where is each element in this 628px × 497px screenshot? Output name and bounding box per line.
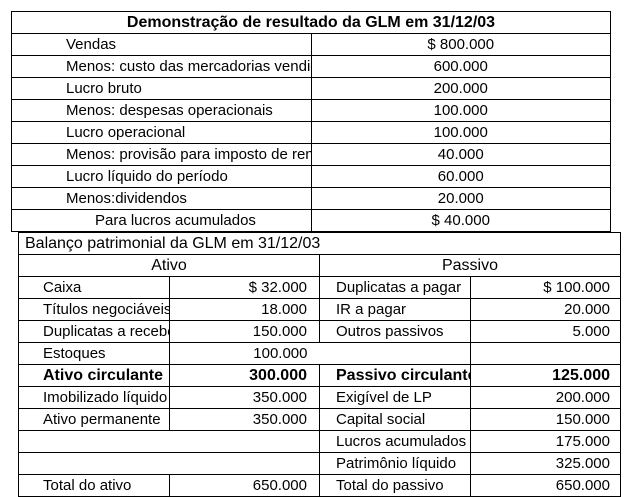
liability-line-value: 20.000 xyxy=(469,298,621,321)
asset-line-value xyxy=(169,430,320,453)
asset-line-label: Imobilizado líquido xyxy=(18,386,170,409)
balance-sheet-row: Duplicatas a receber 150.000 Outros passiv… xyxy=(18,320,621,343)
income-statement-row: Vendas $ 800.000 xyxy=(11,33,611,56)
balance-sheet-row: Imobilizado líquido 350.000 Exigível de LP… xyxy=(18,386,621,409)
liability-line-value: $ 100.000 xyxy=(469,276,621,299)
asset-line-label: Estoques xyxy=(18,342,170,365)
asset-line-value: 350.000 xyxy=(168,408,320,431)
balance-sheet-row: Caixa $ 32.000 Duplicatas a pagar $ 100.000 xyxy=(18,276,621,299)
income-statement-row: Menos: provisão para imposto de renda 40.… xyxy=(11,143,611,166)
income-statement-row: Lucro operacional 100.000 xyxy=(11,121,611,144)
income-statement-line-value: 600.000 xyxy=(310,55,611,78)
income-statement-line-value: 20.000 xyxy=(310,187,611,210)
asset-line-label: Ativo permanente xyxy=(18,408,170,431)
asset-line-label xyxy=(18,430,169,453)
liability-line-label: Patrimônio líquido xyxy=(319,452,471,475)
asset-line-value: $ 32.000 xyxy=(168,276,320,299)
asset-line-label: Títulos negociáveis xyxy=(18,298,170,321)
balance-sheet-title-row: Balanço patrimonial da GLM em 31/12/03 xyxy=(18,232,621,255)
liability-line-label: IR a pagar xyxy=(319,298,471,321)
income-statement-line-value: 40.000 xyxy=(310,143,611,166)
asset-line-value: 150.000 xyxy=(168,320,320,343)
balance-sheet-table: Balanço patrimonial da GLM em 31/12/03 At… xyxy=(18,232,621,497)
income-statement-row: Menos:dividendos 20.000 xyxy=(11,187,611,210)
balance-sheet-row: Títulos negociáveis 18.000 IR a pagar 20.00… xyxy=(18,298,621,321)
income-statement-line-label: Menos: despesas operacionais xyxy=(11,99,312,122)
income-statement-row: Lucro bruto 200.000 xyxy=(11,77,611,100)
liability-line-value: 325.000 xyxy=(469,452,621,475)
income-statement-row: Para lucros acumulados $ 40.000 xyxy=(11,209,611,232)
income-statement-line-value: 100.000 xyxy=(310,121,611,144)
income-statement-line-value: $ 800.000 xyxy=(310,33,611,56)
balance-sheet-title: Balanço patrimonial da GLM em 31/12/03 xyxy=(18,232,621,255)
asset-line-label: Caixa xyxy=(18,276,170,299)
liability-line-value: 175.000 xyxy=(469,430,621,453)
liabilities-column-header: Passivo xyxy=(319,254,621,277)
balance-sheet-row: Ativo circulante 300.000 Passivo circulant… xyxy=(18,364,621,387)
liability-line-value: 200.000 xyxy=(469,386,621,409)
liability-line-label: Exigível de LP xyxy=(319,386,471,409)
income-statement-row: Menos: despesas operacionais 100.000 xyxy=(11,99,611,122)
assets-column-header: Ativo xyxy=(18,254,320,277)
income-statement-row: Menos: custo das mercadorias vendidas 600… xyxy=(11,55,611,78)
asset-line-label: Ativo circulante xyxy=(18,364,170,387)
income-statement-line-label: Lucro líquido do período xyxy=(11,165,312,188)
income-statement-line-label: Menos:dividendos xyxy=(11,187,312,210)
income-statement-line-label: Para lucros acumulados xyxy=(11,209,312,232)
liability-line-label: Passivo circulante xyxy=(319,364,471,387)
income-statement-line-label: Menos: provisão para imposto de renda xyxy=(11,143,312,166)
liability-line-label: Lucros acumulados xyxy=(319,430,471,453)
asset-line-label xyxy=(18,452,169,475)
balance-sheet-header-row: Ativo Passivo xyxy=(18,254,621,277)
liability-line-label: Outros passivos xyxy=(319,320,471,343)
income-statement-title: Demonstração de resultado da GLM em 31/1… xyxy=(11,11,611,34)
income-statement-title-row: Demonstração de resultado da GLM em 31/1… xyxy=(11,11,611,34)
balance-sheet-row: Estoques 100.000 xyxy=(18,342,621,365)
balance-sheet-row: Ativo permanente 350.000 Capital social 150… xyxy=(18,408,621,431)
income-statement-row: Lucro líquido do período 60.000 xyxy=(11,165,611,188)
income-statement-line-label: Lucro bruto xyxy=(11,77,312,100)
liability-line-label: Capital social xyxy=(319,408,471,431)
balance-sheet-row: Lucros acumulados 175.000 xyxy=(18,430,621,453)
income-statement-line-label: Menos: custo das mercadorias vendidas xyxy=(11,55,312,78)
asset-line-value: 350.000 xyxy=(168,386,320,409)
liability-line-value: 5.000 xyxy=(469,320,621,343)
liability-line-label xyxy=(319,342,471,365)
asset-line-value: 100.000 xyxy=(168,342,320,365)
income-statement-line-value: 200.000 xyxy=(310,77,611,100)
income-statement-body: Demonstração de resultado da GLM em 31/1… xyxy=(11,11,611,232)
balance-sheet-body: Balanço patrimonial da GLM em 31/12/03 At… xyxy=(18,232,621,497)
asset-line-value xyxy=(169,452,320,475)
liability-line-label: Duplicatas a pagar xyxy=(319,276,471,299)
income-statement-line-value: 60.000 xyxy=(310,165,611,188)
asset-line-value: 18.000 xyxy=(168,298,320,321)
asset-line-label: Duplicatas a receber xyxy=(18,320,170,343)
income-statement-line-value: $ 40.000 xyxy=(310,209,611,232)
income-statement-table: Demonstração de resultado da GLM em 31/1… xyxy=(11,11,611,232)
liability-line-value xyxy=(469,342,621,365)
asset-line-value: 300.000 xyxy=(168,364,320,387)
liability-line-value: 150.000 xyxy=(469,408,621,431)
liability-line-value: 125.000 xyxy=(469,364,621,387)
income-statement-line-value: 100.000 xyxy=(310,99,611,122)
income-statement-line-label: Lucro operacional xyxy=(11,121,312,144)
balance-sheet-row: Patrimônio líquido 325.000 xyxy=(18,452,621,475)
income-statement-line-label: Vendas xyxy=(11,33,312,56)
